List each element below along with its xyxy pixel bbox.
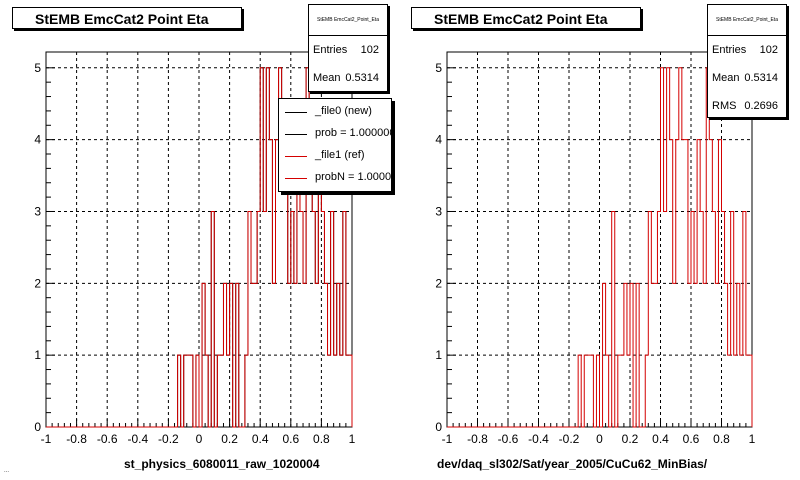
x-tick-label: -0.4: [127, 432, 148, 446]
histogram-series-ref: [447, 67, 753, 428]
y-tick-label: 0: [435, 420, 442, 434]
stats-label: RMS: [712, 100, 737, 112]
x-tick-label: 0.4: [652, 432, 669, 446]
x-tick-label: 0.6: [683, 432, 700, 446]
stats-label: Mean: [313, 72, 341, 84]
legend-label: _file1 (ref): [315, 149, 365, 161]
x-tick-label: -0.8: [66, 432, 87, 446]
histogram-right: -1 -0.8 -0.6 -0.4 -0.2 0 0.2 0.4 0.6 0.8 1 0 1 2 3 4 5: [435, 51, 756, 446]
stats-mean: Mean 0.5314: [309, 64, 387, 92]
stats-box-left: StEMB EmcCat2_Point_Eta Entries 102 Mean…: [308, 4, 388, 92]
legend-swatch: [285, 134, 307, 135]
legend-label: probN = 1.000000: [315, 171, 392, 183]
y-tick-label: 5: [435, 61, 442, 75]
x-tick-label: 1: [749, 432, 756, 446]
stats-box-header: StEMB EmcCat2_Point_Eta: [309, 5, 387, 36]
legend-left: _file0 (new) prob = 1.000000 _file1 (ref…: [278, 98, 392, 192]
y-tick-label: 3: [34, 204, 41, 218]
x-tick-label: -1: [41, 432, 52, 446]
legend-entry-new: _file0 (new): [279, 101, 391, 123]
stats-box-header: StEMB EmcCat2_Point_Eta: [708, 5, 786, 36]
stats-label: Entries: [313, 44, 348, 56]
y-tick-label: 5: [34, 61, 41, 75]
x-tick-label: 0.2: [221, 432, 238, 446]
y-tick-label: 2: [435, 276, 442, 290]
stats-value: 0.5314: [744, 72, 778, 84]
stats-entries: Entries 102: [708, 36, 786, 64]
stats-label: Entries: [712, 44, 747, 56]
y-tick-label: 3: [435, 204, 442, 218]
stats-value: 0.2696: [744, 100, 778, 112]
legend-entry-ref: _file1 (ref): [279, 145, 391, 167]
stats-entries: Entries 102: [309, 36, 387, 64]
x-tick-label: 0.8: [313, 432, 330, 446]
x-tick-label: -0.6: [498, 432, 519, 446]
x-tick-label: 0: [596, 432, 603, 446]
y-tick-label: 4: [34, 133, 41, 147]
stats-rms: RMS 0.2696: [708, 92, 786, 120]
x-tick-label: 0.8: [713, 432, 730, 446]
y-tick-label: 1: [435, 348, 442, 362]
x-tick-label: -0.6: [97, 432, 118, 446]
y-tick-label: 2: [34, 276, 41, 290]
x-tick-label: -0.8: [467, 432, 488, 446]
y-tick-label: 1: [34, 348, 41, 362]
y-tick-label: 4: [435, 133, 442, 147]
x-axis-title-right: dev/daq_sl302/Sat/year_2005/CuCu62_MinBi…: [437, 457, 708, 471]
x-tick-label: 0: [196, 432, 203, 446]
footer-text: ...: [4, 468, 10, 474]
stats-value: 102: [360, 44, 379, 56]
legend-entry-probn: probN = 1.000000: [279, 167, 391, 189]
legend-swatch: [285, 178, 307, 179]
x-tick-label: 1: [349, 432, 356, 446]
stats-box-right: StEMB EmcCat2_Point_Eta Entries 102 Mean…: [707, 4, 787, 118]
histogram-series-ref: [46, 67, 353, 428]
legend-swatch: [285, 156, 307, 157]
x-tick-label: -0.2: [559, 432, 580, 446]
legend-label: prob = 1.000000: [315, 127, 392, 139]
stats-label: Mean: [712, 72, 740, 84]
stats-value: 102: [759, 44, 778, 56]
x-axis-title-left: st_physics_6080011_raw_1020004: [124, 457, 320, 471]
legend-label: _file0 (new): [315, 105, 372, 117]
x-tick-label: -0.4: [528, 432, 549, 446]
legend-entry-prob: prob = 1.000000: [279, 123, 391, 145]
stats-mean: Mean 0.5314: [708, 64, 786, 92]
x-tick-label: 0.6: [282, 432, 299, 446]
x-tick-label: 0.2: [622, 432, 639, 446]
legend-swatch: [285, 112, 307, 113]
panel-title-right: StEMB EmcCat2 Point Eta: [411, 7, 641, 29]
stats-value: 0.5314: [345, 72, 379, 84]
x-tick-label: -0.2: [158, 432, 179, 446]
y-tick-label: 0: [34, 420, 41, 434]
x-tick-label: 0.4: [252, 432, 269, 446]
x-tick-label: -1: [442, 432, 453, 446]
panel-title-left: StEMB EmcCat2 Point Eta: [12, 7, 242, 29]
